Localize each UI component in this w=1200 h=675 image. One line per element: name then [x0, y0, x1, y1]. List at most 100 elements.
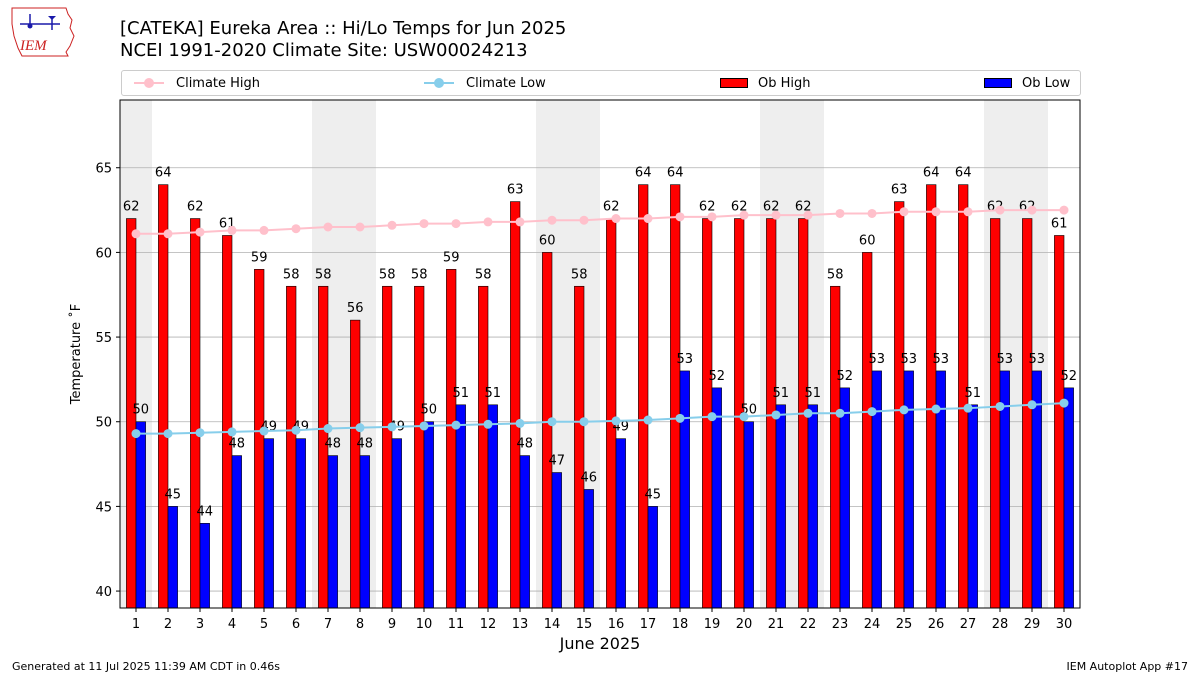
climate-high-point-day-29 [1027, 205, 1037, 215]
ob-high-value-day-6: 58 [283, 267, 300, 282]
ob-low-bar-day-27 [967, 404, 978, 609]
ob-low-value-day-14: 47 [549, 454, 566, 469]
ob-high-bar-day-18 [670, 184, 681, 609]
ob-high-bar-day-23 [830, 285, 841, 609]
ob-high-bar-day-25 [894, 201, 905, 609]
ob-high-value-day-23: 58 [827, 267, 844, 282]
x-axis-label: June 2025 [559, 634, 641, 653]
iem-logo: IEM [11, 7, 75, 57]
ob-low-value-day-23: 52 [837, 369, 854, 384]
climate-high-point-day-9 [387, 220, 397, 230]
ob-low-bar-day-18 [679, 370, 690, 609]
ob-low-bar-day-12 [487, 404, 498, 609]
ob-high-bar-day-15 [574, 285, 585, 609]
climate-low-point-day-6 [291, 425, 301, 435]
x-tick-label-19: 19 [704, 617, 721, 632]
climate-low-point-day-11 [451, 420, 461, 430]
ob-low-bar-day-2 [167, 506, 178, 609]
x-tick-label-3: 3 [196, 617, 204, 632]
climate-high-point-day-28 [995, 205, 1005, 215]
climate-low-point-day-2 [163, 429, 173, 439]
ob-low-bar-day-24 [871, 370, 882, 609]
climate-low-point-day-22 [803, 408, 813, 418]
climate-low-point-day-29 [1027, 400, 1037, 410]
climate-low-point-day-7 [323, 424, 333, 434]
climate-high-point-day-30 [1059, 205, 1069, 215]
ob-low-value-day-24: 53 [869, 352, 886, 367]
y-tick-label-40: 40 [95, 585, 112, 600]
climate-high-point-day-27 [963, 207, 973, 217]
climate-low-point-day-23 [835, 408, 845, 418]
generated-timestamp: Generated at 11 Jul 2025 11:39 AM CDT in… [12, 660, 280, 673]
ob-low-bar-day-11 [455, 404, 466, 609]
legend-climate-low-label: Climate Low [466, 75, 546, 91]
climate-low-point-day-5 [259, 426, 269, 436]
ob-high-bar-day-6 [286, 285, 297, 609]
ob-high-bar-day-13 [510, 201, 521, 609]
ob-low-bar-day-4 [231, 455, 242, 609]
ob-high-value-day-12: 58 [475, 267, 492, 282]
ob-high-bar-day-9 [382, 285, 393, 609]
legend-climate-high: Climate High [134, 71, 260, 95]
ob-low-bar-day-23 [839, 387, 850, 609]
ob-high-value-day-26: 64 [923, 166, 940, 181]
ob-low-value-day-27: 51 [965, 386, 982, 401]
ob-low-value-day-13: 48 [517, 437, 534, 452]
climate-low-point-day-26 [931, 404, 941, 414]
x-tick-label-15: 15 [576, 617, 593, 632]
logo-text: IEM [19, 38, 48, 54]
ob-high-value-day-15: 58 [571, 267, 588, 282]
y-tick-label-45: 45 [95, 500, 112, 515]
climate-high-point-day-14 [547, 215, 557, 225]
ob-low-value-day-26: 53 [933, 352, 950, 367]
legend-ob-high-label: Ob High [758, 75, 811, 91]
ob-low-bar-day-21 [775, 404, 786, 609]
legend-climate-low: Climate Low [424, 71, 546, 95]
ob-high-value-day-8: 56 [347, 301, 364, 316]
climate-high-point-day-4 [227, 225, 237, 235]
climate-low-point-day-4 [227, 427, 237, 437]
climate-low-point-day-1 [131, 429, 141, 439]
ob-low-value-day-30: 52 [1061, 369, 1078, 384]
y-tick-label-65: 65 [95, 162, 112, 177]
ob-high-bar-day-4 [222, 235, 233, 609]
ob-high-bar-day-29 [1022, 218, 1033, 609]
ob-low-value-day-10: 50 [421, 403, 438, 418]
ob-low-value-day-19: 52 [709, 369, 726, 384]
x-tick-label-2: 2 [164, 617, 172, 632]
ob-low-bar-day-5 [263, 438, 274, 609]
x-tick-label-18: 18 [672, 617, 689, 632]
ob-low-bar-day-13 [519, 455, 530, 609]
ob-low-value-day-28: 53 [997, 352, 1014, 367]
climate-low-point-day-14 [547, 417, 557, 427]
x-tick-label-20: 20 [736, 617, 753, 632]
legend-climate-high-label: Climate High [176, 75, 261, 91]
x-tick-label-12: 12 [480, 617, 497, 632]
climate-high-point-day-11 [451, 219, 461, 229]
climate-high-point-day-8 [355, 222, 365, 232]
climate-high-point-day-17 [643, 214, 653, 224]
climate-high-point-day-18 [675, 212, 685, 222]
x-tick-label-23: 23 [832, 617, 849, 632]
climate-low-point-day-18 [675, 413, 685, 423]
climate-high-point-day-21 [771, 210, 781, 220]
x-tick-label-21: 21 [768, 617, 785, 632]
x-tick-label-22: 22 [800, 617, 817, 632]
x-tick-label-4: 4 [228, 617, 236, 632]
ob-low-value-day-7: 48 [325, 437, 342, 452]
ob-high-bar-day-17 [638, 184, 649, 609]
ob-low-bar-day-14 [551, 472, 562, 609]
climate-high-point-day-7 [323, 222, 333, 232]
climate-low-point-day-24 [867, 407, 877, 417]
ob-high-value-day-24: 60 [859, 233, 876, 248]
ob-high-value-day-13: 63 [507, 183, 524, 198]
ob-low-bar-day-8 [359, 455, 370, 609]
y-tick-label-55: 55 [95, 331, 112, 346]
climate-high-point-day-22 [803, 210, 813, 220]
x-tick-label-13: 13 [512, 617, 529, 632]
ob-high-value-day-2: 64 [155, 166, 172, 181]
ob-high-value-day-19: 62 [699, 200, 716, 215]
ob-low-bar-day-15 [583, 489, 594, 609]
ob-high-bar-day-5 [254, 269, 265, 609]
